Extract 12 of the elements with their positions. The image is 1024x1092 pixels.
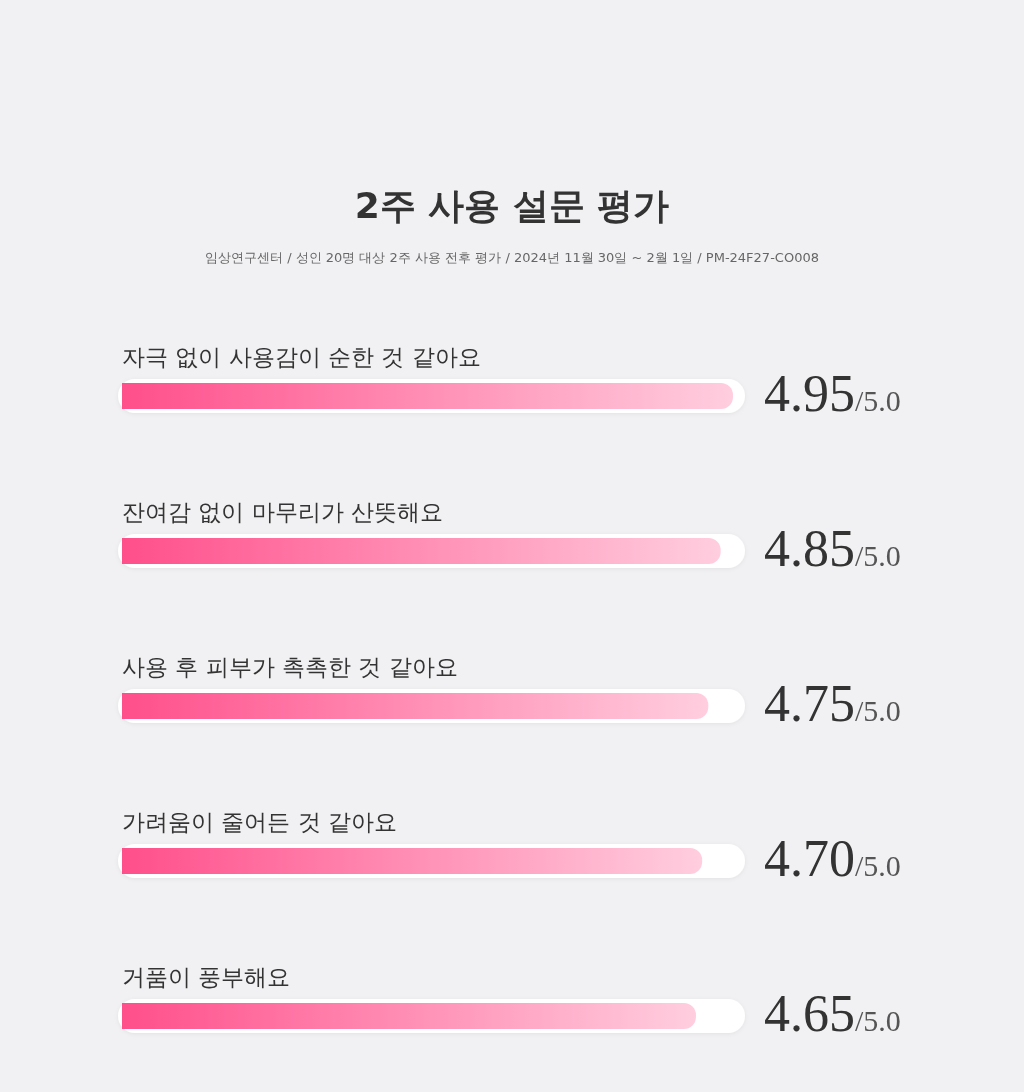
y-tick-label: 잔여감 없이 마무리가 산뜻해요 (122, 499, 443, 525)
data-label: 4.65/5.0 (764, 985, 901, 1042)
data-label: 4.70/5.0 (764, 830, 901, 887)
y-tick-label: 자극 없이 사용감이 순한 것 같아요 (122, 344, 481, 370)
data-label: 4.75/5.0 (764, 675, 901, 732)
data-label: 4.85/5.0 (764, 520, 901, 577)
chart-subtitle: 임상연구센터 / 성인 20명 대상 2주 사용 전후 평가 / 2024년 11월 30일 ~ 2월 1일 / PM-24F27-CO008 (205, 250, 819, 265)
chart-title: 2주 사용 설문 평가 (354, 185, 670, 226)
y-tick-label: 가려움이 줄어든 것 같아요 (122, 809, 397, 835)
y-tick-label: 사용 후 피부가 촉촉한 것 같아요 (122, 654, 458, 680)
y-tick-label: 거품이 풍부해요 (122, 964, 291, 990)
data-label: 4.95/5.0 (764, 365, 901, 422)
